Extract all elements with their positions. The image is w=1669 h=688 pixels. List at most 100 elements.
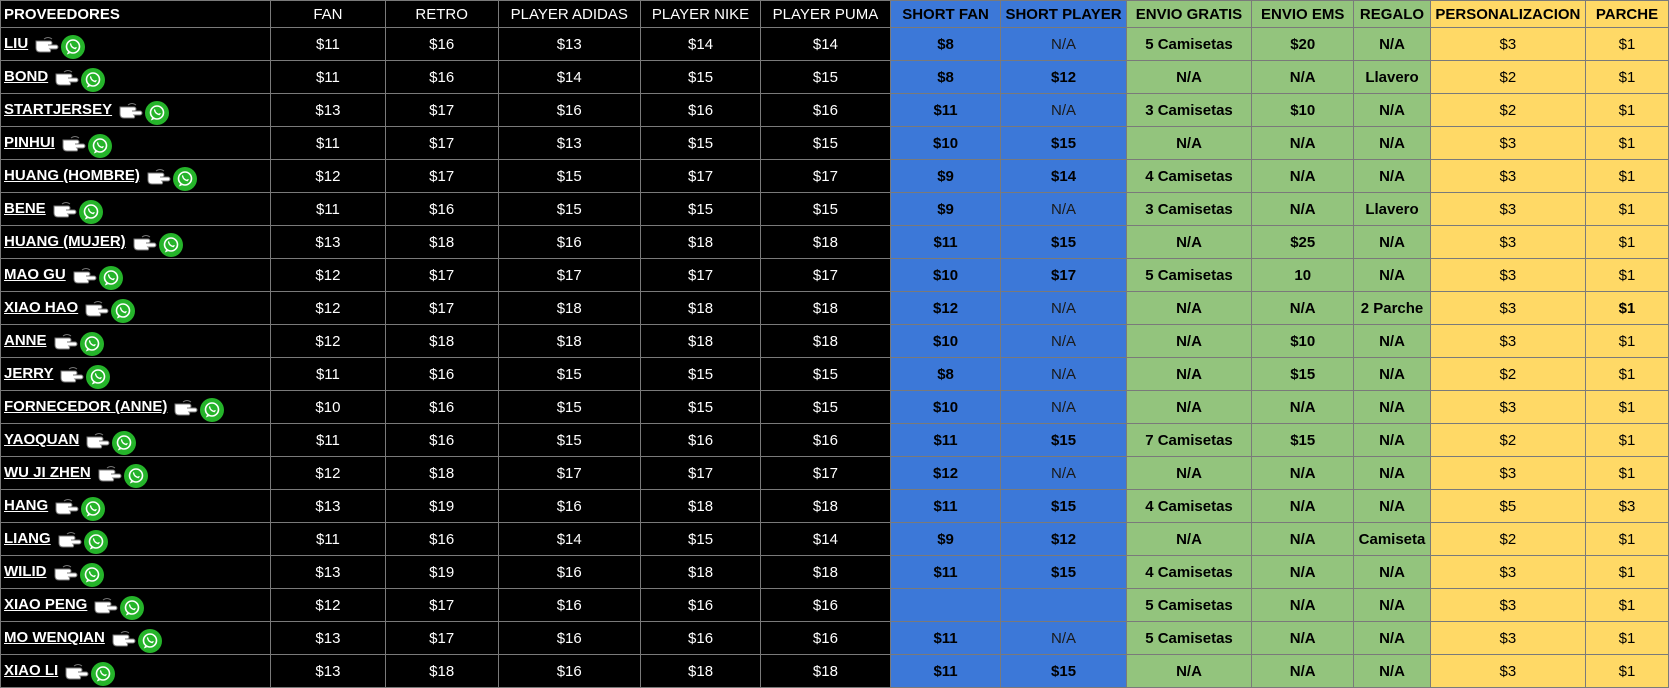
header-personalizacion[interactable]: PERSONALIZACION bbox=[1429, 0, 1586, 28]
personalizacion-cell[interactable]: $3 bbox=[1429, 588, 1586, 622]
envio-gratis-cell[interactable]: N/A bbox=[1125, 456, 1253, 490]
player-adidas-cell[interactable]: $16 bbox=[497, 555, 641, 589]
player-adidas-cell[interactable]: $15 bbox=[497, 423, 641, 457]
regalo-cell[interactable]: N/A bbox=[1353, 654, 1431, 688]
short-player-cell[interactable]: $12 bbox=[1000, 60, 1127, 94]
envio-gratis-cell[interactable]: 5 Camisetas bbox=[1125, 621, 1253, 655]
retro-cell[interactable]: $17 bbox=[384, 126, 499, 160]
short-player-cell[interactable]: N/A bbox=[1000, 390, 1127, 424]
player-nike-cell[interactable]: $15 bbox=[639, 126, 762, 160]
supplier-name-cell[interactable]: HUANG (HOMBRE) bbox=[0, 159, 272, 193]
envio-ems-cell[interactable]: N/A bbox=[1251, 621, 1355, 655]
envio-ems-cell[interactable]: N/A bbox=[1251, 291, 1355, 325]
player-adidas-cell[interactable]: $15 bbox=[497, 159, 641, 193]
player-puma-cell[interactable]: $17 bbox=[760, 456, 891, 490]
header-envio-gratis[interactable]: ENVIO GRATIS bbox=[1125, 0, 1253, 28]
player-puma-cell[interactable]: $18 bbox=[760, 555, 891, 589]
regalo-cell[interactable]: N/A bbox=[1353, 159, 1431, 193]
player-adidas-cell[interactable]: $14 bbox=[497, 60, 641, 94]
fan-cell[interactable]: $12 bbox=[270, 258, 386, 292]
short-fan-cell[interactable]: $10 bbox=[889, 126, 1002, 160]
player-nike-cell[interactable]: $15 bbox=[639, 357, 762, 391]
supplier-name-link[interactable]: BENE bbox=[4, 199, 46, 217]
player-puma-cell[interactable]: $16 bbox=[760, 621, 891, 655]
fan-cell[interactable]: $11 bbox=[270, 423, 386, 457]
fan-cell[interactable]: $10 bbox=[270, 390, 386, 424]
envio-gratis-cell[interactable]: 5 Camisetas bbox=[1125, 258, 1253, 292]
header-regalo[interactable]: REGALO bbox=[1353, 0, 1431, 28]
short-fan-cell[interactable]: $10 bbox=[889, 258, 1002, 292]
regalo-cell[interactable]: N/A bbox=[1353, 225, 1431, 259]
whatsapp-icon[interactable] bbox=[110, 298, 136, 324]
retro-cell[interactable]: $16 bbox=[384, 27, 499, 61]
envio-ems-cell[interactable]: N/A bbox=[1251, 60, 1355, 94]
player-adidas-cell[interactable]: $13 bbox=[497, 126, 641, 160]
parche-cell[interactable]: $1 bbox=[1584, 555, 1669, 589]
parche-cell[interactable]: $1 bbox=[1584, 258, 1669, 292]
player-nike-cell[interactable]: $18 bbox=[639, 324, 762, 358]
supplier-name-link[interactable]: LIU bbox=[4, 34, 29, 52]
short-fan-cell[interactable]: $8 bbox=[889, 60, 1002, 94]
envio-gratis-cell[interactable]: 3 Camisetas bbox=[1125, 192, 1253, 226]
parche-cell[interactable]: $1 bbox=[1584, 324, 1669, 358]
header-fan[interactable]: FAN bbox=[270, 0, 386, 28]
short-fan-cell[interactable]: $11 bbox=[889, 555, 1002, 589]
envio-ems-cell[interactable]: N/A bbox=[1251, 390, 1355, 424]
short-fan-cell[interactable]: $11 bbox=[889, 621, 1002, 655]
supplier-name-cell[interactable]: ANNE bbox=[0, 324, 272, 358]
player-nike-cell[interactable]: $16 bbox=[639, 588, 762, 622]
fan-cell[interactable]: $11 bbox=[270, 357, 386, 391]
retro-cell[interactable]: $17 bbox=[384, 258, 499, 292]
short-fan-cell[interactable] bbox=[889, 588, 1002, 622]
parche-cell[interactable]: $1 bbox=[1584, 390, 1669, 424]
parche-cell[interactable]: $1 bbox=[1584, 291, 1669, 325]
personalizacion-cell[interactable]: $2 bbox=[1429, 357, 1586, 391]
player-adidas-cell[interactable]: $15 bbox=[497, 192, 641, 226]
personalizacion-cell[interactable]: $3 bbox=[1429, 159, 1586, 193]
supplier-name-link[interactable]: HUANG (MUJER) bbox=[4, 232, 126, 250]
regalo-cell[interactable]: N/A bbox=[1353, 489, 1431, 523]
supplier-name-link[interactable]: BOND bbox=[4, 67, 49, 85]
personalizacion-cell[interactable]: $3 bbox=[1429, 621, 1586, 655]
retro-cell[interactable]: $16 bbox=[384, 357, 499, 391]
personalizacion-cell[interactable]: $2 bbox=[1429, 423, 1586, 457]
supplier-name-link[interactable]: HUANG bbox=[4, 166, 59, 184]
player-adidas-cell[interactable]: $13 bbox=[497, 27, 641, 61]
envio-ems-cell[interactable]: N/A bbox=[1251, 456, 1355, 490]
player-adidas-cell[interactable]: $16 bbox=[497, 588, 641, 622]
personalizacion-cell[interactable]: $3 bbox=[1429, 258, 1586, 292]
player-nike-cell[interactable]: $16 bbox=[639, 621, 762, 655]
regalo-cell[interactable]: N/A bbox=[1353, 324, 1431, 358]
retro-cell[interactable]: $18 bbox=[384, 654, 499, 688]
personalizacion-cell[interactable]: $3 bbox=[1429, 291, 1586, 325]
parche-cell[interactable]: $1 bbox=[1584, 588, 1669, 622]
whatsapp-icon[interactable] bbox=[158, 232, 184, 258]
supplier-name-link[interactable]: XIAO HAO bbox=[4, 298, 79, 316]
regalo-cell[interactable]: N/A bbox=[1353, 588, 1431, 622]
short-fan-cell[interactable]: $11 bbox=[889, 489, 1002, 523]
player-adidas-cell[interactable]: $17 bbox=[497, 258, 641, 292]
short-player-cell[interactable]: N/A bbox=[1000, 324, 1127, 358]
player-puma-cell[interactable]: $15 bbox=[760, 126, 891, 160]
retro-cell[interactable]: $17 bbox=[384, 93, 499, 127]
player-nike-cell[interactable]: $18 bbox=[639, 654, 762, 688]
player-nike-cell[interactable]: $15 bbox=[639, 522, 762, 556]
player-adidas-cell[interactable]: $18 bbox=[497, 291, 641, 325]
retro-cell[interactable]: $18 bbox=[384, 324, 499, 358]
retro-cell[interactable]: $19 bbox=[384, 555, 499, 589]
retro-cell[interactable]: $19 bbox=[384, 489, 499, 523]
envio-ems-cell[interactable]: 10 bbox=[1251, 258, 1355, 292]
player-nike-cell[interactable]: $18 bbox=[639, 555, 762, 589]
fan-cell[interactable]: $11 bbox=[270, 126, 386, 160]
envio-gratis-cell[interactable]: N/A bbox=[1125, 225, 1253, 259]
personalizacion-cell[interactable]: $3 bbox=[1429, 225, 1586, 259]
supplier-name-cell[interactable]: BENE bbox=[0, 192, 272, 226]
supplier-name-cell[interactable]: BOND bbox=[0, 60, 272, 94]
player-puma-cell[interactable]: $16 bbox=[760, 423, 891, 457]
retro-cell[interactable]: $16 bbox=[384, 60, 499, 94]
supplier-name-link[interactable]: XIAO LI bbox=[4, 661, 59, 679]
player-nike-cell[interactable]: $17 bbox=[639, 456, 762, 490]
personalizacion-cell[interactable]: $3 bbox=[1429, 555, 1586, 589]
envio-ems-cell[interactable]: $15 bbox=[1251, 423, 1355, 457]
short-fan-cell[interactable]: $9 bbox=[889, 159, 1002, 193]
